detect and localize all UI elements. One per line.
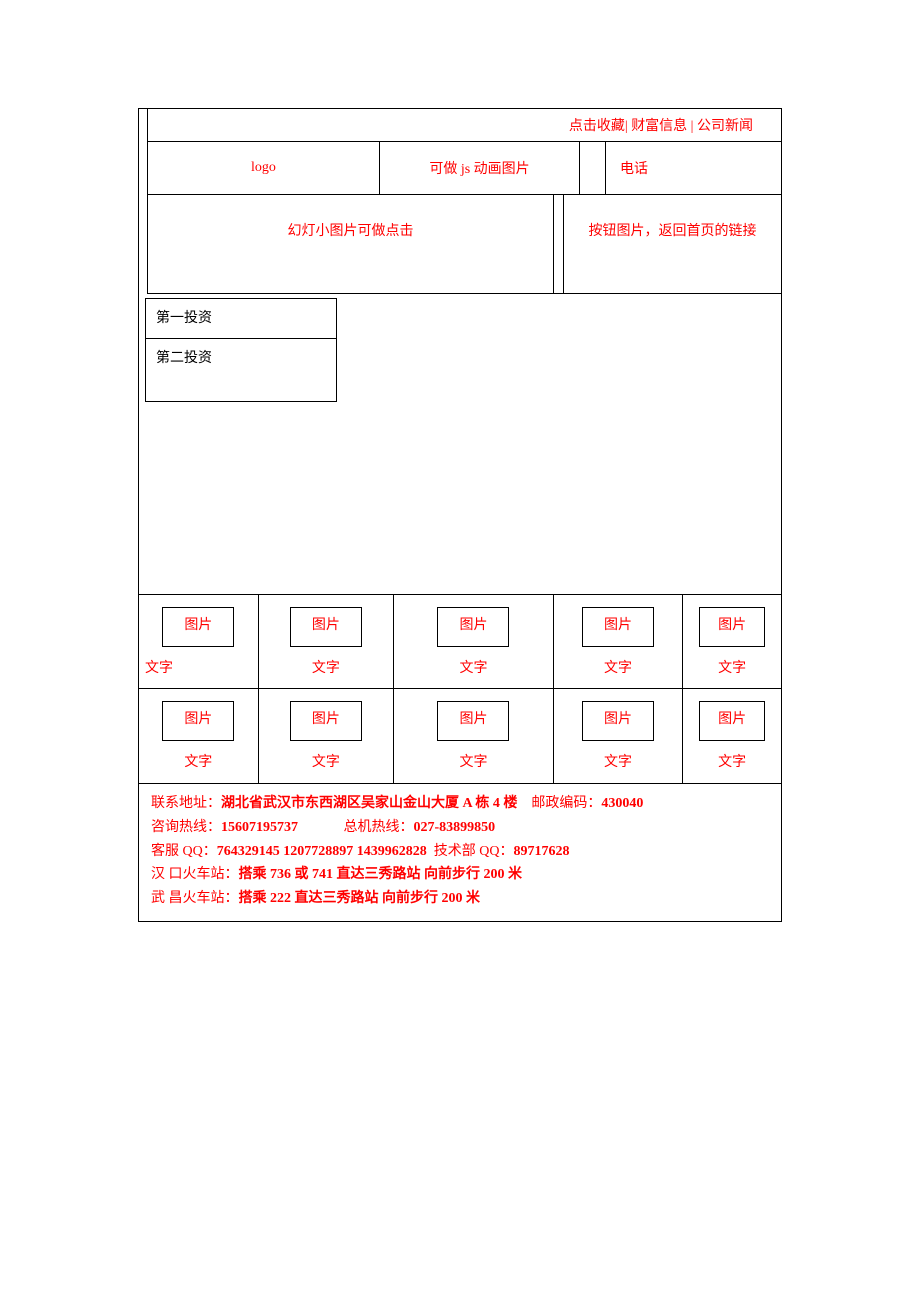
slide-text: 幻灯小图片可做点击 bbox=[288, 220, 414, 240]
wuchang-label: 武 昌火车站： bbox=[151, 891, 239, 906]
gallery-section: 图片 文字 图片 文字 图片 文字 图片 文字 图片 文字 图片 bbox=[139, 594, 781, 783]
address-label: 联系地址： bbox=[151, 796, 221, 811]
footer: 联系地址：湖北省武汉市东西湖区吴家山金山大厦 A 栋 4 楼 邮政编码：4300… bbox=[139, 783, 781, 921]
invest-item-1[interactable]: 第一投资 bbox=[145, 298, 337, 338]
home-button-text: 按钮图片，返回首页的链接 bbox=[589, 220, 757, 240]
text-label: 文字 bbox=[604, 657, 632, 677]
gallery-row-2: 图片 文字 图片 文字 图片 文字 图片 文字 图片 文字 bbox=[139, 689, 781, 783]
text-label: 文字 bbox=[718, 657, 746, 677]
text-label: 文字 bbox=[139, 657, 258, 677]
btn-spacer bbox=[554, 195, 564, 293]
tech-qq-value: 89717628 bbox=[513, 844, 569, 859]
slide-cell[interactable]: 幻灯小图片可做点击 bbox=[148, 195, 554, 293]
gallery-item: 图片 文字 bbox=[139, 689, 259, 783]
hotline-label: 咨询热线： bbox=[151, 820, 221, 835]
footer-qq-line: 客服 QQ：764329145 1207728897 1439962828 技术… bbox=[151, 840, 769, 864]
address-value: 湖北省武汉市东西湖区吴家山金山大厦 A 栋 4 楼 bbox=[221, 796, 517, 811]
tech-qq-label: 技术部 QQ： bbox=[434, 844, 514, 859]
wealth-link[interactable]: 财富信息 | bbox=[631, 119, 693, 134]
text-label: 文字 bbox=[312, 657, 340, 677]
image-placeholder[interactable]: 图片 bbox=[437, 607, 509, 647]
image-placeholder[interactable]: 图片 bbox=[582, 607, 654, 647]
gallery-item: 图片 文字 bbox=[683, 689, 781, 783]
invest-item-2[interactable]: 第二投资 bbox=[145, 338, 337, 402]
gallery-item: 图片 文字 bbox=[259, 689, 395, 783]
gallery-row-1: 图片 文字 图片 文字 图片 文字 图片 文字 图片 文字 bbox=[139, 595, 781, 689]
text-label: 文字 bbox=[459, 657, 487, 677]
switchboard-label: 总机热线： bbox=[344, 820, 414, 835]
invest-1-label: 第一投资 bbox=[156, 311, 212, 326]
top-nav: 点击收藏| 财富信息 | 公司新闻 bbox=[147, 109, 781, 142]
footer-hankou-line: 汉 口火车站：搭乘 736 或 741 直达三秀路站 向前步行 200 米 bbox=[151, 863, 769, 887]
footer-wuchang-line: 武 昌火车站：搭乘 222 直达三秀路站 向前步行 200 米 bbox=[151, 887, 769, 911]
home-button-cell[interactable]: 按钮图片，返回首页的链接 bbox=[564, 195, 781, 293]
text-label: 文字 bbox=[459, 751, 487, 771]
text-label: 文字 bbox=[718, 751, 746, 771]
postcode-label: 邮政编码： bbox=[531, 796, 601, 811]
switchboard-value: 027-83899850 bbox=[414, 820, 496, 835]
postcode-value: 430040 bbox=[601, 796, 643, 811]
image-placeholder[interactable]: 图片 bbox=[699, 701, 765, 741]
image-placeholder[interactable]: 图片 bbox=[437, 701, 509, 741]
qq-value: 764329145 1207728897 1439962828 bbox=[217, 844, 427, 859]
js-image-text: 可做 js 动画图片 bbox=[429, 158, 529, 178]
text-label: 文字 bbox=[184, 751, 212, 771]
gallery-item: 图片 文字 bbox=[554, 689, 684, 783]
phone-cell: 电话 bbox=[606, 142, 781, 194]
image-placeholder[interactable]: 图片 bbox=[162, 701, 234, 741]
layout-wrapper: 点击收藏| 财富信息 | 公司新闻 logo 可做 js 动画图片 电话 幻灯小… bbox=[138, 108, 782, 922]
gallery-item: 图片 文字 bbox=[683, 595, 781, 688]
js-image-cell: 可做 js 动画图片 bbox=[380, 142, 580, 194]
image-placeholder[interactable]: 图片 bbox=[699, 607, 765, 647]
invest-section: 第一投资 第二投资 bbox=[139, 294, 781, 594]
gallery-item: 图片 文字 bbox=[139, 595, 259, 688]
gallery-item: 图片 文字 bbox=[554, 595, 684, 688]
wuchang-value: 搭乘 222 直达三秀路站 向前步行 200 米 bbox=[239, 891, 481, 906]
gallery-item: 图片 文字 bbox=[394, 595, 554, 688]
footer-hotline-line: 咨询热线：15607195737 总机热线：027-83899850 bbox=[151, 816, 769, 840]
gallery-item: 图片 文字 bbox=[259, 595, 395, 688]
favorite-link[interactable]: 点击收藏| bbox=[569, 119, 628, 134]
phone-text: 电话 bbox=[620, 158, 648, 178]
banner-row: 幻灯小图片可做点击 按钮图片，返回首页的链接 bbox=[147, 195, 781, 294]
logo-cell: logo bbox=[148, 142, 380, 194]
image-placeholder[interactable]: 图片 bbox=[582, 701, 654, 741]
text-label: 文字 bbox=[604, 751, 632, 771]
news-link[interactable]: 公司新闻 bbox=[697, 119, 753, 134]
image-placeholder[interactable]: 图片 bbox=[162, 607, 234, 647]
image-placeholder[interactable]: 图片 bbox=[290, 701, 362, 741]
image-placeholder[interactable]: 图片 bbox=[290, 607, 362, 647]
phone-spacer bbox=[580, 142, 606, 194]
hankou-value: 搭乘 736 或 741 直达三秀路站 向前步行 200 米 bbox=[239, 867, 523, 882]
invest-2-label: 第二投资 bbox=[156, 351, 212, 366]
footer-address-line: 联系地址：湖北省武汉市东西湖区吴家山金山大厦 A 栋 4 楼 邮政编码：4300… bbox=[151, 792, 769, 816]
text-label: 文字 bbox=[312, 751, 340, 771]
qq-label: 客服 QQ： bbox=[151, 844, 217, 859]
header-row: logo 可做 js 动画图片 电话 bbox=[147, 142, 781, 195]
logo-text: logo bbox=[251, 160, 276, 176]
hankou-label: 汉 口火车站： bbox=[151, 867, 239, 882]
gallery-item: 图片 文字 bbox=[394, 689, 554, 783]
hotline-value: 15607195737 bbox=[221, 820, 298, 835]
